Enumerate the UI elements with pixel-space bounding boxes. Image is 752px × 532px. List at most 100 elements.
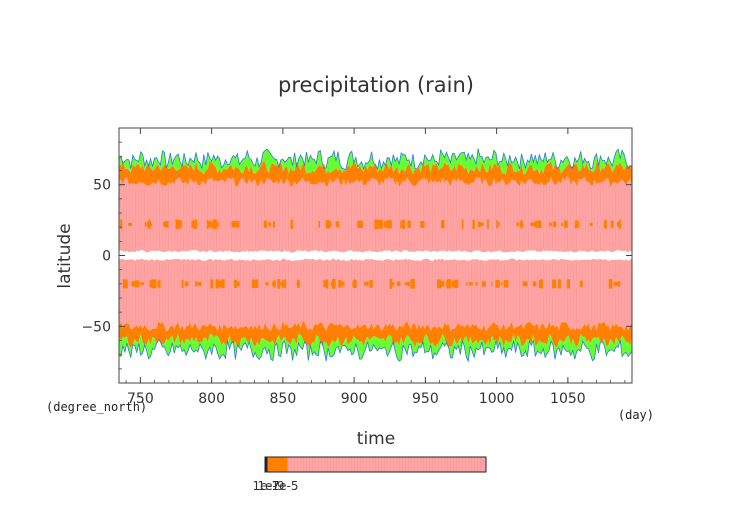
x-tick-label: 850	[270, 391, 297, 407]
rain-streak-south	[557, 279, 561, 289]
rain-streak-north	[194, 219, 197, 229]
rain-streak-north	[420, 221, 425, 228]
rain-streak-south	[181, 279, 184, 288]
rain-streak-north	[206, 219, 209, 229]
colorbar-frame	[264, 456, 487, 473]
x-tick-label: 800	[198, 391, 225, 407]
rain-streak-north	[207, 220, 211, 228]
rain-streak-north	[461, 219, 464, 230]
rain-streak-north	[385, 221, 387, 227]
rain-streak-south	[580, 280, 583, 287]
rain-streak-north	[263, 220, 267, 228]
rain-streak-south	[255, 279, 259, 289]
rain-streak-south	[132, 281, 135, 287]
rain-streak-south	[236, 281, 240, 287]
rain-streak-south	[522, 281, 528, 287]
rain-streak-south	[390, 282, 395, 286]
rain-streak-south	[503, 280, 509, 288]
rain-streak-north	[551, 223, 552, 226]
rain-streak-south	[158, 279, 161, 288]
rain-streak-north	[516, 222, 519, 227]
rain-streak-south	[217, 281, 222, 287]
rain-streak-north	[610, 220, 614, 228]
rain-streak-south	[539, 279, 542, 288]
rain-streak-north	[441, 220, 445, 229]
colorbar-segment	[265, 457, 268, 472]
rain-streak-north	[374, 220, 376, 228]
rain-streak-south	[265, 282, 269, 286]
rain-streak-north	[318, 221, 320, 228]
rain-streak-north	[441, 221, 443, 228]
rain-streak-north	[212, 219, 217, 230]
rain-streak-north	[619, 219, 621, 230]
rain-streak-north	[407, 220, 411, 228]
rain-streak-north	[358, 220, 363, 228]
rain-streak-south	[533, 281, 537, 287]
rain-streak-north	[129, 222, 132, 226]
rain-streak-north	[496, 220, 499, 229]
rain-streak-north	[128, 223, 130, 226]
rain-streak-south	[198, 282, 200, 286]
rain-streak-south	[540, 279, 543, 289]
rain-streak-south	[475, 282, 478, 286]
rain-streak-north	[537, 220, 541, 228]
rain-streak-north	[487, 219, 489, 230]
rain-streak-south	[491, 281, 493, 287]
rain-streak-south	[446, 279, 452, 289]
x-unit-label: (day)	[618, 408, 654, 422]
rain-streak-north	[147, 221, 152, 228]
rain-streak-south	[552, 279, 556, 289]
rain-streak-north	[147, 221, 149, 228]
rain-streak-north	[531, 222, 536, 226]
rain-band-north	[119, 176, 632, 253]
x-tick-label: 1050	[550, 391, 586, 407]
rain-streak-south	[123, 280, 126, 288]
edge-line-north	[118, 148, 633, 171]
rain-streak-south	[410, 278, 415, 289]
rain-streak-south	[501, 282, 503, 286]
rain-streak-north	[387, 220, 392, 229]
rain-streak-north	[237, 221, 240, 227]
colorbar-label: 1e-9	[258, 479, 285, 493]
x-axis-label: time	[357, 429, 395, 449]
rain-streak-south	[278, 279, 281, 289]
rain-streak-south	[215, 279, 219, 289]
rain-streak-north	[374, 219, 378, 230]
rain-streak-south	[404, 282, 408, 286]
rain-streak-north	[554, 222, 557, 227]
plot-area	[118, 148, 633, 363]
y-tick-label: 50	[93, 178, 111, 194]
rain-streak-south	[451, 280, 456, 288]
rain-streak-south	[466, 281, 468, 287]
rain-streak-south	[134, 280, 140, 288]
rain-streak-south	[323, 280, 328, 288]
rain-streak-south	[440, 280, 445, 287]
rain-streak-north	[191, 220, 194, 228]
rain-streak-north	[549, 222, 552, 227]
colorbar: 1e-71e-91e-5	[253, 456, 487, 493]
rain-streak-north	[400, 220, 405, 229]
rain-streak-north	[192, 222, 195, 227]
rain-streak-south	[220, 279, 225, 289]
rain-streak-south	[496, 280, 499, 287]
rain-streak-south	[331, 279, 336, 289]
colorbar-segment	[287, 457, 486, 472]
rain-streak-south	[326, 279, 329, 289]
rain-band-south	[119, 258, 632, 332]
y-axis-ticks: −50 0 50	[81, 141, 632, 370]
rain-streak-north	[290, 219, 294, 229]
rain-streak-north	[617, 221, 620, 227]
rain-streak-south	[369, 280, 373, 288]
rain-streak-south	[140, 282, 144, 286]
storm-track-band-south	[119, 321, 632, 348]
colorbar-label: 1e-7	[253, 479, 280, 493]
y-tick-label: 0	[102, 249, 111, 265]
rain-streak-north	[335, 221, 340, 228]
edge-line-south	[118, 339, 633, 363]
x-tick-label: 750	[127, 391, 154, 407]
rain-streak-north	[268, 222, 271, 227]
rain-streak-south	[196, 282, 198, 285]
rain-streak-north	[120, 219, 123, 230]
rain-streak-north	[561, 223, 563, 226]
rain-streak-north	[144, 222, 147, 227]
